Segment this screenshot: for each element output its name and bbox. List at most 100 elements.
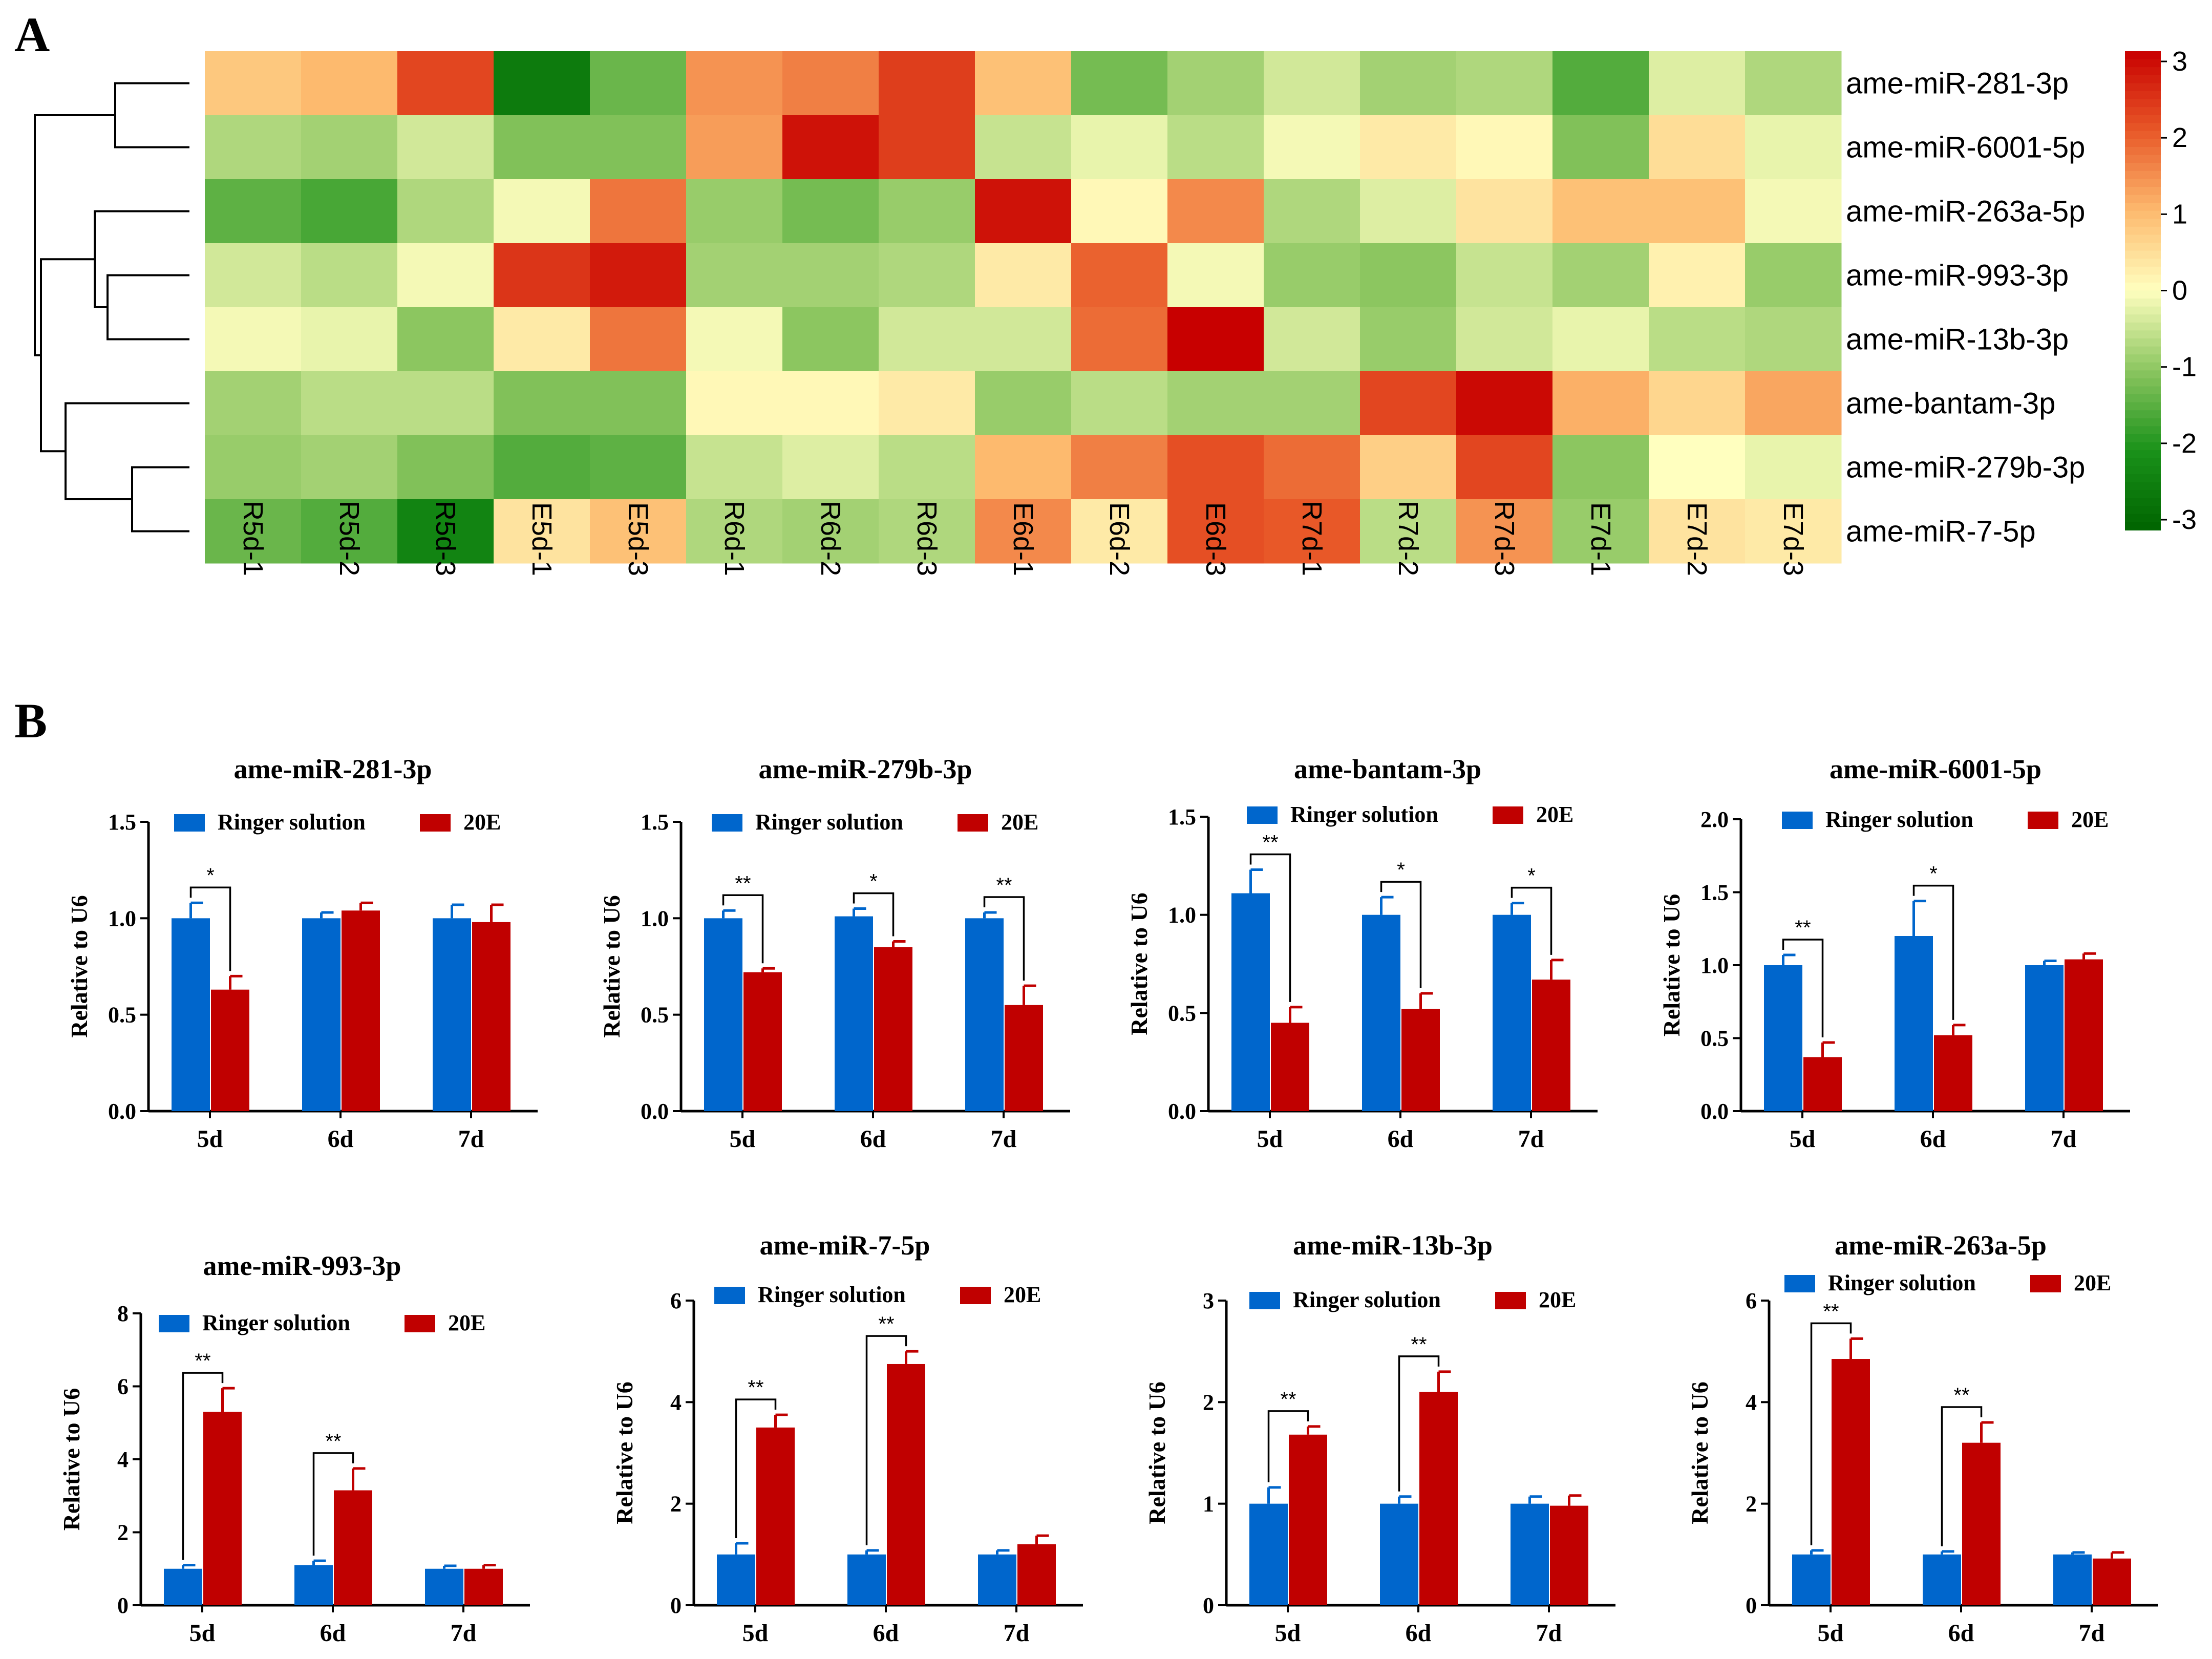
bar — [1803, 1057, 1842, 1111]
heatmap-col-label: E5d-1 — [526, 502, 557, 576]
heatmap-cell — [782, 371, 879, 436]
legend-label-20e: 20E — [1004, 1282, 1041, 1307]
x-tick-label: 5d — [730, 1125, 756, 1153]
bar — [1832, 1359, 1870, 1605]
panel-b-label: B — [14, 693, 47, 748]
heatmap-cell — [205, 115, 302, 180]
heatmap-cell — [494, 435, 590, 500]
heatmap-cell — [686, 371, 783, 436]
bar-chart-ame-bantam-3p: ame-bantam-3p 0.0 0.5 1.0 1.5 Relative to U6 5… — [1126, 754, 1598, 1153]
heatmap-cell — [1167, 51, 1264, 116]
panel-a-label: A — [14, 7, 50, 62]
y-tick-label: 0.5 — [641, 1003, 669, 1028]
heatmap-cell — [1649, 307, 1746, 372]
colorbar-segment — [2125, 354, 2161, 363]
heatmap-cell — [1649, 115, 1746, 180]
heatmap-cell — [397, 179, 494, 244]
bar — [1511, 1503, 1549, 1605]
heatmap-cell — [1071, 243, 1168, 308]
heatmap-cell — [1456, 499, 1553, 564]
heatmap-row-label: ame-miR-281-3p — [1846, 67, 2069, 100]
x-tick-label: 5d — [197, 1125, 223, 1153]
heatmap-cell — [1745, 499, 1842, 564]
colorbar-segment — [2125, 250, 2161, 260]
heatmap-col-label: R6d-3 — [911, 501, 942, 576]
colorbar-segment — [2125, 418, 2161, 427]
colorbar-segment — [2125, 59, 2161, 68]
heatmap-row-label: ame-miR-263a-5p — [1846, 195, 2085, 228]
heatmap-cell — [301, 115, 398, 180]
heatmap-cell — [1071, 371, 1168, 436]
heatmap-cell — [1360, 243, 1457, 308]
colorbar-segment — [2125, 219, 2161, 227]
x-tick-label: 5d — [189, 1620, 216, 1647]
bar — [203, 1412, 242, 1605]
colorbar-segment — [2125, 434, 2161, 443]
significance-label: * — [1929, 863, 1938, 885]
x-tick-label: 6d — [1920, 1125, 1946, 1153]
heatmap-cell — [1456, 307, 1553, 372]
bar — [1249, 1503, 1288, 1605]
heatmap-cell — [1167, 179, 1264, 244]
bar — [2053, 1554, 2092, 1605]
bar — [756, 1427, 795, 1605]
colorbar-segment — [2125, 203, 2161, 211]
significance-label: ** — [996, 874, 1012, 897]
bar — [433, 918, 471, 1111]
x-tick-label: 5d — [1275, 1620, 1301, 1647]
heatmap-row-label: ame-miR-279b-3p — [1846, 451, 2085, 484]
colorbar-segment — [2125, 346, 2161, 355]
colorbar-segment — [2125, 458, 2161, 467]
significance-bracket — [1941, 1406, 1983, 1546]
heatmap-cell — [975, 499, 1072, 564]
colorbar-segment — [2125, 91, 2161, 100]
colorbar-segment — [2125, 83, 2161, 92]
chart-title: ame-miR-263a-5p — [1835, 1230, 2047, 1261]
y-tick-label: 0.5 — [108, 1003, 136, 1028]
x-tick-label: 6d — [320, 1620, 346, 1647]
legend-swatch-20e — [958, 814, 988, 832]
legend-label-20e: 20E — [1536, 802, 1573, 827]
bar — [472, 922, 511, 1111]
heatmap-cell — [975, 115, 1072, 180]
colorbar-segment — [2125, 67, 2161, 76]
dendrogram-branch — [34, 114, 115, 356]
heatmap-cell — [686, 435, 783, 500]
colorbar-segment — [2125, 522, 2161, 530]
bar-chart-ame-miR-279b-3p: ame-miR-279b-3p 0.0 0.5 1.0 1.5 Relative to U… — [599, 754, 1070, 1153]
heatmap-row-label: ame-miR-13b-3p — [1846, 323, 2069, 356]
legend-label-ringer: Ringer solution — [758, 1282, 906, 1307]
heatmap-cell — [1552, 179, 1649, 244]
x-tick-label: 5d — [1257, 1125, 1283, 1153]
colorbar-segment — [2125, 370, 2161, 379]
colorbar-segment — [2125, 506, 2161, 515]
chart-title: ame-miR-281-3p — [234, 754, 432, 784]
significance-label: ** — [195, 1350, 210, 1372]
colorbar-segment — [2125, 131, 2161, 140]
bar — [302, 918, 341, 1111]
colorbar-segment — [2125, 442, 2161, 451]
heatmap-cell — [397, 371, 494, 436]
bar-chart-ame-miR-993-3p: ame-miR-993-3p 0 2 4 6 8 Relative to U6 5d ** 6d *… — [58, 1250, 530, 1647]
dendrogram-branch — [107, 274, 189, 341]
colorbar-segment — [2125, 123, 2161, 132]
heatmap-cell — [590, 115, 687, 180]
heatmap-cell — [1552, 499, 1649, 564]
legend-label-20e: 20E — [2074, 1270, 2111, 1295]
heatmap-cell — [1649, 371, 1746, 436]
colorbar-segment — [2125, 75, 2161, 84]
colorbar-segment — [2125, 259, 2161, 267]
bar — [1934, 1035, 1972, 1111]
heatmap-cell — [301, 499, 398, 564]
heatmap-cell — [1071, 307, 1168, 372]
heatmap-col-label: R7d-2 — [1393, 501, 1423, 576]
legend-swatch-ringer — [712, 814, 742, 832]
bar — [717, 1554, 755, 1605]
y-tick-label: 6 — [1746, 1288, 1757, 1313]
y-tick-label: 1.0 — [641, 906, 669, 931]
heatmap-cell — [1456, 51, 1553, 116]
colorbar-tick-label: -3 — [2172, 504, 2197, 535]
dendrogram-branch — [94, 210, 189, 308]
chart-title: ame-miR-13b-3p — [1293, 1230, 1493, 1261]
